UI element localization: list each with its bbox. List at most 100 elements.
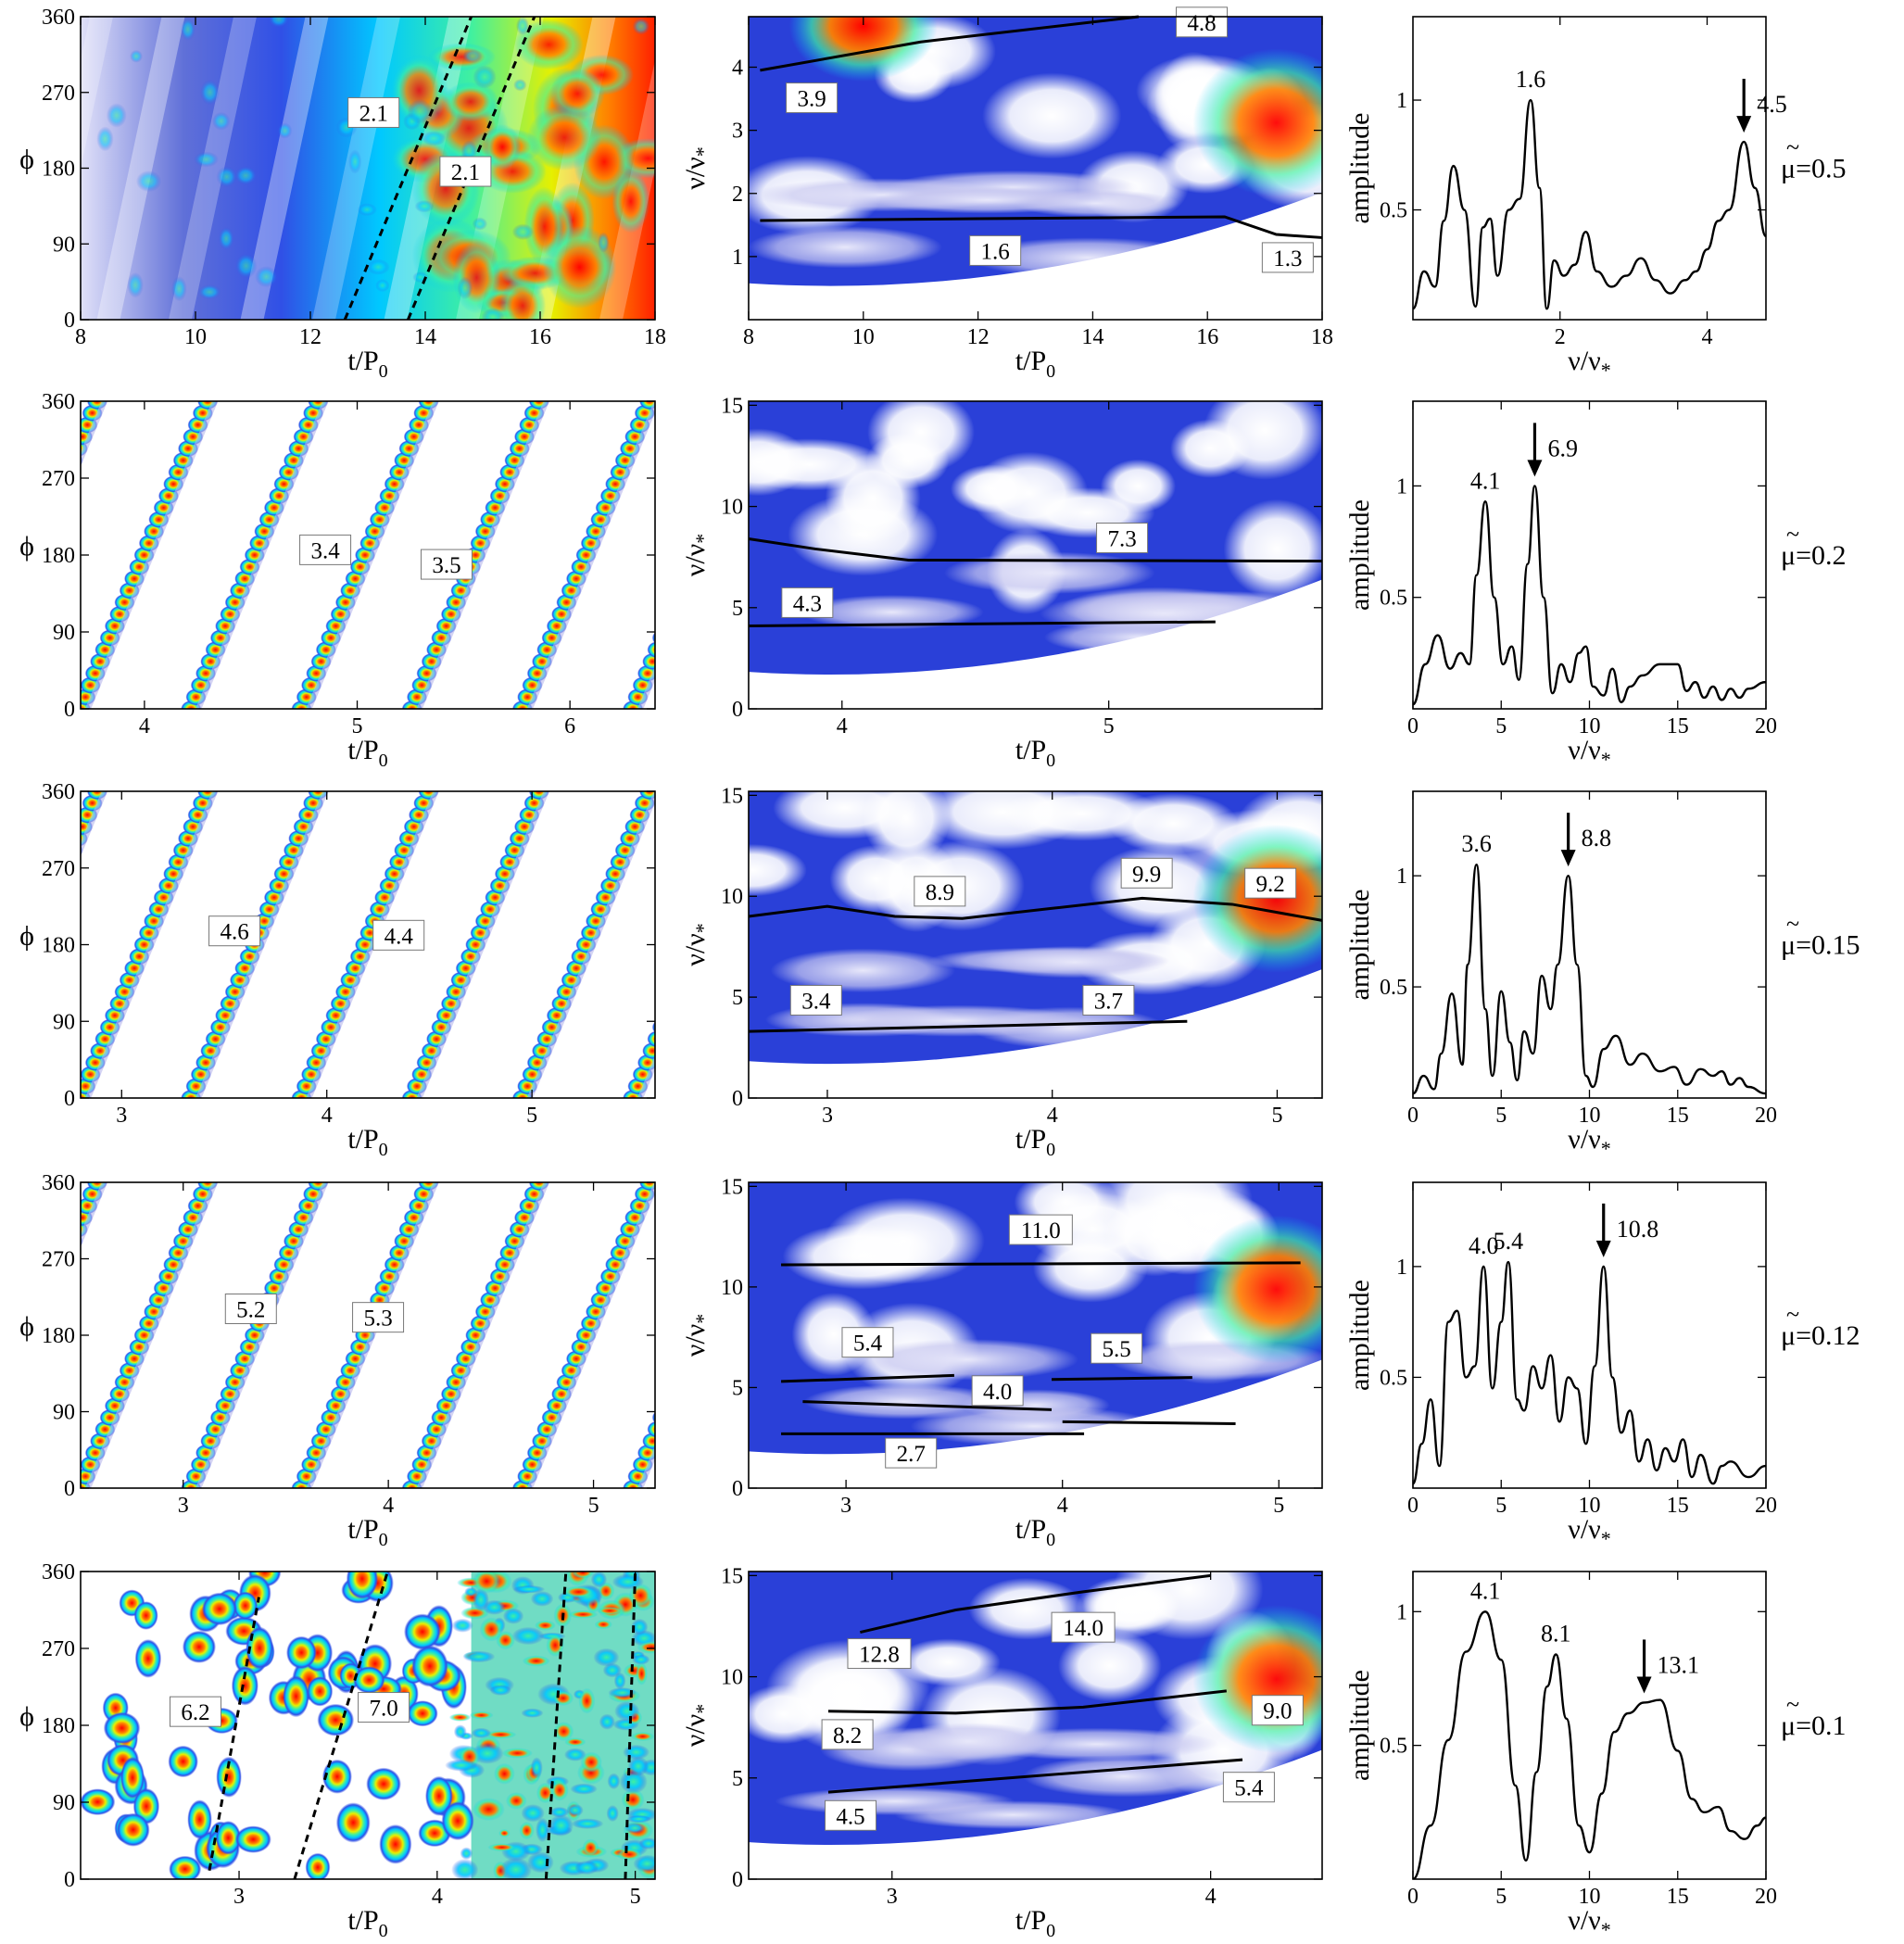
hot-spot — [451, 1618, 473, 1633]
x-tick-label: 14 — [1081, 325, 1103, 349]
y-axis-label: amplitude — [1344, 1670, 1375, 1781]
ridge-label-box — [914, 876, 966, 907]
row-label-tilde: ~ — [1786, 911, 1799, 938]
y-tick-label: 0 — [64, 698, 75, 722]
slope-label: 2.1 — [451, 160, 480, 185]
ridge-label: 4.3 — [793, 591, 822, 616]
hot-spot — [472, 1798, 505, 1822]
ridge-label: 4.0 — [983, 1380, 1012, 1405]
pulse-blob — [182, 1630, 217, 1663]
x-tick-label: 2 — [1555, 325, 1566, 349]
x-tick-label: 5 — [1495, 1885, 1507, 1909]
blob — [216, 166, 237, 188]
slope-label-box — [224, 1294, 277, 1324]
ridge-line — [860, 1573, 1211, 1634]
y-axis-label: amplitude — [1344, 890, 1375, 1001]
hot-spot — [624, 1822, 646, 1834]
x-tick-label: 10 — [852, 325, 875, 349]
pulse-blob — [0, 995, 19, 1012]
y-axis-label: ϕ — [19, 1701, 34, 1732]
x-axis-label-sub: * — [1601, 1918, 1611, 1941]
hot-spot — [511, 1626, 545, 1646]
spectrum-line — [1413, 485, 1766, 706]
hot-spot — [580, 1751, 602, 1774]
blob — [211, 111, 231, 131]
ridge-label: 3.9 — [797, 87, 826, 112]
pulse-blob — [283, 1675, 309, 1718]
hot-spot — [427, 43, 496, 71]
pulse-blob — [9, 1362, 30, 1379]
hot-spot — [593, 1647, 620, 1667]
peak-label: 1.6 — [1516, 66, 1546, 93]
blob — [96, 126, 114, 152]
ridge-label: 9.2 — [1256, 872, 1285, 897]
hot-spot — [483, 124, 522, 170]
ridge-label: 9.9 — [1132, 862, 1161, 887]
plot-frame — [1412, 1571, 1767, 1880]
blob — [375, 279, 390, 293]
halo — [195, 401, 329, 709]
y-axis-label: ϕ — [19, 531, 34, 562]
y-axis-label: ν/ν* — [680, 923, 714, 966]
blob — [407, 98, 433, 124]
x-tick-label: 18 — [1311, 325, 1333, 349]
x-tick-label: 20 — [1755, 1104, 1777, 1128]
blob — [268, 17, 289, 28]
ridge-line — [748, 620, 1216, 627]
spectrum-line — [1413, 98, 1766, 310]
y-tick-label: 90 — [53, 621, 75, 645]
hot-spot — [462, 1650, 496, 1663]
pulse-blob — [725, 452, 746, 469]
row-label-tilde: ~ — [1786, 521, 1799, 548]
low-power-region — [867, 401, 975, 473]
ridge-label-box — [825, 1799, 877, 1831]
x-axis-label: ν/ν* — [1568, 1905, 1610, 1941]
ridge-label-box — [781, 587, 834, 618]
dashed-fit-line — [343, 16, 473, 321]
x-axis-label: ν/ν* — [1568, 346, 1610, 382]
slope-label-box — [372, 919, 425, 951]
hot-spot — [390, 54, 448, 127]
halo — [81, 1182, 107, 1248]
peak-label: 4.5 — [1757, 91, 1787, 118]
high-power-region — [1192, 1215, 1322, 1364]
slope-label: 5.2 — [236, 1298, 265, 1323]
slope-label-box — [347, 96, 400, 128]
low-power-region — [982, 72, 1122, 159]
hot-spot — [582, 1838, 599, 1857]
x-tick-label: 3 — [116, 1104, 127, 1128]
pulse-blob — [233, 1591, 258, 1621]
x-tick-label: 5 — [1273, 1494, 1284, 1518]
row-label: μ=0.15 — [1781, 930, 1860, 961]
stripe — [96, 17, 185, 320]
hot-spot — [562, 1585, 595, 1598]
pulse-blob — [4, 983, 24, 1000]
hot-spot — [464, 1586, 478, 1597]
x-axis-label-sub: * — [1601, 1137, 1611, 1160]
pulse-blob — [657, 1397, 677, 1414]
y-axis-label: amplitude — [1344, 499, 1375, 611]
pulse-blob — [305, 1852, 331, 1879]
x-tick-label: 15 — [1667, 1494, 1689, 1518]
x-tick-label: 4 — [1057, 1494, 1068, 1518]
slope-label: 5.3 — [363, 1307, 392, 1332]
blob — [457, 276, 473, 300]
ridge-label: 5.4 — [853, 1332, 883, 1357]
pulse-blob — [0, 1030, 5, 1047]
pulse-blob — [715, 1256, 736, 1273]
hot-spot — [535, 1620, 556, 1631]
pulse-blob — [14, 571, 34, 587]
ridge-label-box — [1244, 867, 1297, 899]
row-label-symbol: μ — [1781, 154, 1796, 184]
pulse-blob — [0, 1385, 19, 1402]
ridge-label-box — [1008, 1214, 1073, 1245]
x-tick-label: 5 — [1103, 714, 1115, 738]
y-tick-label: 10 — [721, 1666, 743, 1690]
x-tick-label: 16 — [529, 325, 551, 349]
dashed-fit-line — [293, 1571, 389, 1880]
y-tick-label: 360 — [42, 1171, 75, 1195]
hot-spot — [519, 1821, 535, 1840]
hot-spot — [445, 1759, 478, 1772]
hot-spot — [501, 1748, 534, 1759]
